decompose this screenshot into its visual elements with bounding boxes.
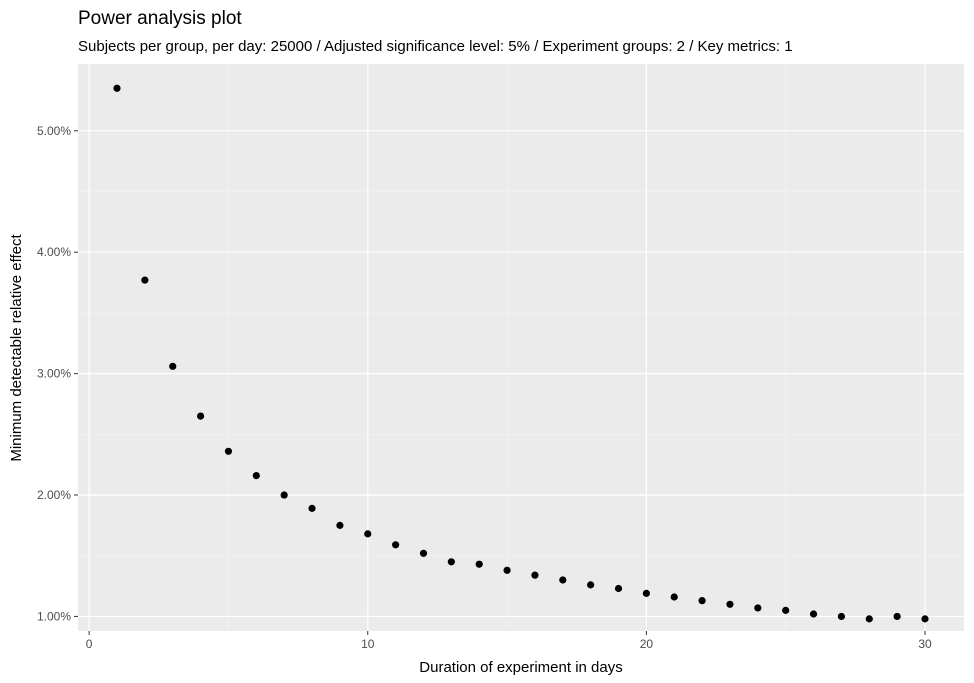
y-axis: 1.00% 2.00% 3.00% 4.00% 5.00% [37,124,78,623]
data-point [308,504,316,512]
y-tick-label: 1.00% [37,609,71,623]
data-point [893,612,901,621]
plot-panel [78,64,964,631]
data-point [336,521,344,529]
x-tick-label: 10 [361,637,375,651]
data-points [113,84,929,623]
data-point [280,491,288,499]
data-point [754,604,762,612]
data-point [559,576,567,584]
data-point [698,597,706,605]
data-point [392,541,400,549]
chart-title: Power analysis plot [78,8,242,29]
data-point [921,615,929,623]
y-tick-label: 2.00% [37,488,71,502]
y-axis-title: Minimum detectable relative effect [8,234,25,462]
data-point [169,362,177,370]
data-point [782,606,790,614]
x-tick-label: 30 [918,637,932,651]
data-point [726,600,734,608]
data-point [141,276,149,284]
y-tick-label: 5.00% [37,124,71,138]
data-point [670,593,678,601]
data-point [224,447,233,455]
y-tick-label: 3.00% [37,367,71,381]
data-point [196,412,205,420]
data-point [531,571,539,579]
major-gridlines [78,64,964,631]
x-axis: 0 10 20 30 [86,631,932,651]
data-point [837,612,846,621]
data-point [587,581,595,589]
x-axis-title: Duration of experiment in days [419,659,622,676]
data-point [113,84,121,92]
chart-subtitle: Subjects per group, per day: 25000 / Adj… [78,38,793,55]
y-tick-label: 4.00% [37,245,71,259]
data-point [447,558,455,566]
data-point [642,589,650,597]
data-point [475,560,483,568]
data-point [809,610,818,618]
minor-gridlines [78,64,964,631]
data-point [865,615,873,623]
data-point [419,549,428,557]
data-point [364,530,372,538]
x-tick-label: 20 [640,637,654,651]
data-point [614,584,623,593]
data-point [503,566,511,574]
x-tick-label: 0 [86,637,93,651]
data-point [252,471,260,480]
